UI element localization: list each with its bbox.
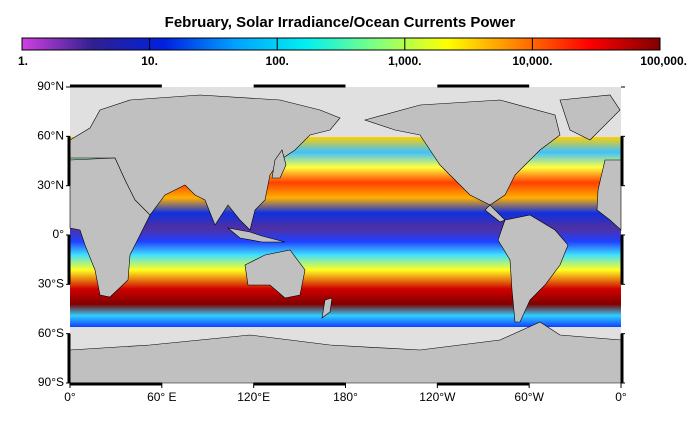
lat-tick-label: 30°N	[37, 178, 64, 192]
lon-tick-label: 120°E	[237, 390, 270, 404]
colorbar-tick-label: 1.	[18, 54, 28, 68]
lat-tick-label: 90°S	[38, 375, 64, 389]
colorbar-tick-label: 10,000.	[512, 54, 552, 68]
colorbar	[21, 37, 661, 51]
lon-tick-label: 60°W	[514, 390, 544, 404]
lat-tick-label: 0°	[53, 227, 65, 241]
land	[69, 94, 622, 384]
colorbar-tick-label: 1,000.	[388, 54, 421, 68]
lon-tick-label: 0°	[64, 390, 76, 404]
colorbar-tick-label: 100,000.	[640, 54, 687, 68]
lon-tick-label: 0°	[615, 390, 627, 404]
lat-tick-label: 60°N	[37, 129, 64, 143]
lat-tick-label: 60°S	[38, 326, 64, 340]
title: February, Solar Irradiance/Ocean Current…	[165, 14, 516, 31]
lon-tick-label: 60° E	[147, 390, 176, 404]
lat-tick-label: 90°N	[37, 79, 64, 93]
lat-tick-label: 30°S	[38, 277, 64, 291]
colorbar-tick-label: 100.	[266, 54, 289, 68]
lon-tick-label: 120°W	[419, 390, 456, 404]
colorbar-tick-label: 10.	[141, 54, 158, 68]
lon-tick-label: 180°	[333, 390, 358, 404]
